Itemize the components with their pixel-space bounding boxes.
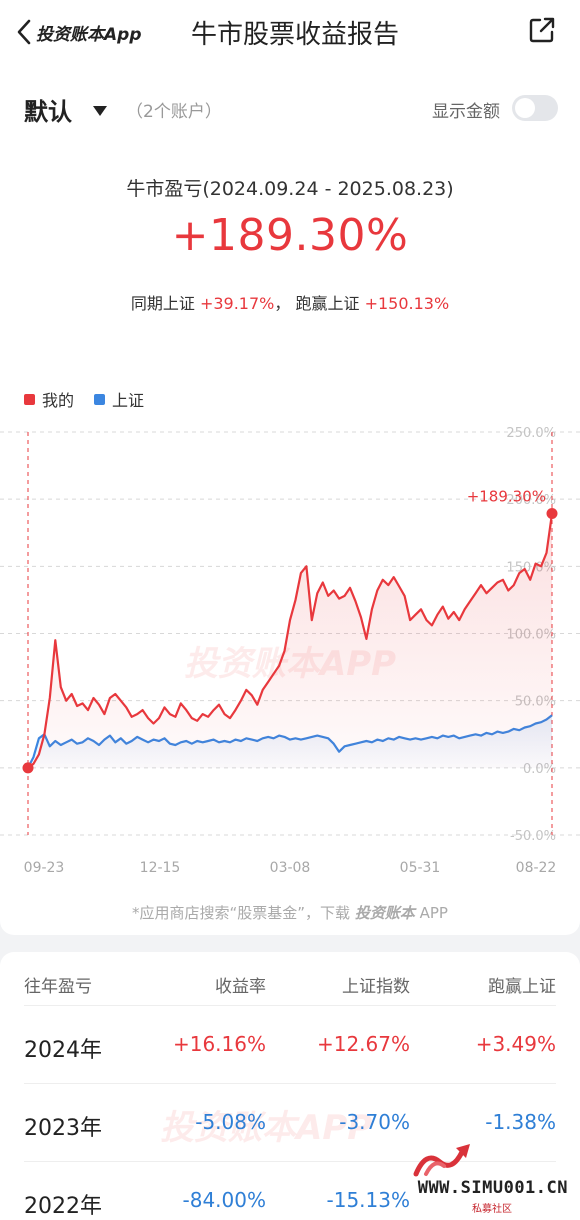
report-card: 投资账本App 牛市股票收益报告 默认 （2个账户） 显示金额 牛市盈亏(202… [0, 0, 580, 935]
row-index: +12.67% [316, 1032, 410, 1056]
row-rate: -5.08% [195, 1110, 266, 1134]
series-mine-area [28, 513, 552, 768]
x-tick-label: 12-15 [140, 860, 181, 876]
table-row[interactable]: 2024年 +16.16% +12.67% +3.49% [24, 1006, 556, 1084]
legend-swatch-mine [24, 393, 35, 405]
legend-label-index: 上证 [112, 391, 145, 410]
x-tick-label: 08-22 [516, 860, 557, 876]
row-index: -3.70% [339, 1110, 410, 1134]
row-beat: +3.49% [475, 1032, 556, 1056]
site-watermark: WWW.SIMU001.CN 私募社区 [372, 1140, 572, 1220]
row-year: 2024年 [24, 1038, 102, 1063]
page-title: 牛市股票收益报告 [190, 20, 399, 50]
caret-down-icon[interactable] [92, 102, 108, 121]
chevron-left-icon [17, 19, 31, 45]
table-row[interactable]: 2023年 -5.08% -3.70% -1.38% [24, 1084, 556, 1162]
header-beat: 跑赢上证 [488, 977, 556, 997]
return-chart[interactable]: 250.0%200.0%150.0%100.0%50.0%0.0%-50.0%投… [0, 420, 580, 880]
footnote-suffix: APP [414, 904, 448, 922]
site-url: WWW.SIMU001.CN [417, 1178, 568, 1198]
share-button[interactable] [528, 16, 556, 48]
nav-header: 投资账本App 牛市股票收益报告 [0, 0, 580, 66]
account-row: 默认 （2个账户） 显示金额 [24, 90, 560, 130]
total-return: +189.30% [171, 210, 409, 261]
x-tick-label: 03-08 [270, 860, 311, 876]
row-year: 2023年 [24, 1116, 102, 1141]
chart-legend: 我的 上证 [24, 387, 164, 411]
period-label: 牛市盈亏(2024.09.24 - 2025.08.23) [126, 178, 454, 200]
table-watermark: 投资账本APP [160, 1108, 373, 1148]
account-count: （2个账户） [126, 102, 222, 122]
back-button[interactable]: 投资账本App [16, 14, 142, 50]
row-rate: +16.16% [172, 1032, 266, 1056]
y-tick-label: -50.0% [510, 829, 556, 844]
beat-label: 跑赢上证 [295, 294, 360, 313]
start-point [22, 762, 34, 774]
site-logo-icon [413, 1144, 470, 1177]
legend-swatch-index [94, 393, 106, 405]
end-value-label: +189.30% [467, 488, 546, 506]
show-amount-label: 显示金额 [432, 102, 500, 122]
legend-label-mine: 我的 [42, 391, 75, 410]
x-tick-label: 05-31 [400, 860, 441, 876]
y-tick-label: 200.0% [506, 493, 556, 508]
table-row[interactable]: 2022年 -84.00% -15.13% [24, 1162, 556, 1220]
y-tick-label: 250.0% [506, 426, 556, 441]
end-point [546, 508, 558, 520]
header-year: 往年盈亏 [24, 977, 92, 997]
account-selector[interactable]: 默认 [24, 98, 72, 126]
footnote-text: *应用商店搜索“股票基金”，下载 [132, 904, 351, 922]
show-amount-toggle[interactable] [512, 95, 558, 121]
share-icon [529, 17, 555, 43]
footnote-brand: 投资账本 [354, 904, 415, 922]
table-header: 往年盈亏 收益率 上证指数 跑赢上证 [24, 960, 556, 1006]
legend-item-index[interactable]: 上证 [94, 387, 144, 411]
header-rate: 收益率 [215, 977, 266, 997]
row-index: -15.13% [326, 1188, 410, 1212]
series-mine-line [27, 513, 554, 769]
beat-value: +150.13% [364, 294, 450, 313]
toggle-knob [515, 98, 535, 118]
same-period-value: +39.17% [199, 294, 275, 313]
download-footnote: *应用商店搜索“股票基金”，下载 投资账本 APP [0, 902, 580, 923]
comparison-line: 同期上证 +39.17%， 跑赢上证 +150.13% [0, 290, 580, 314]
yearly-table: 投资账本APP 往年盈亏 收益率 上证指数 跑赢上证 2024年 +16.16%… [0, 952, 580, 1220]
legend-item-mine[interactable]: 我的 [24, 387, 74, 411]
x-tick-label: 09-23 [24, 860, 65, 876]
row-beat: -1.38% [485, 1110, 556, 1134]
app-brand: 投资账本App [36, 24, 142, 45]
row-year: 2022年 [24, 1194, 102, 1219]
same-period-label: 同期上证 [130, 294, 195, 313]
site-subtitle: 私募社区 [472, 1204, 512, 1215]
row-rate: -84.00% [182, 1188, 266, 1212]
header-index: 上证指数 [342, 977, 410, 997]
separator: ， [274, 294, 291, 313]
